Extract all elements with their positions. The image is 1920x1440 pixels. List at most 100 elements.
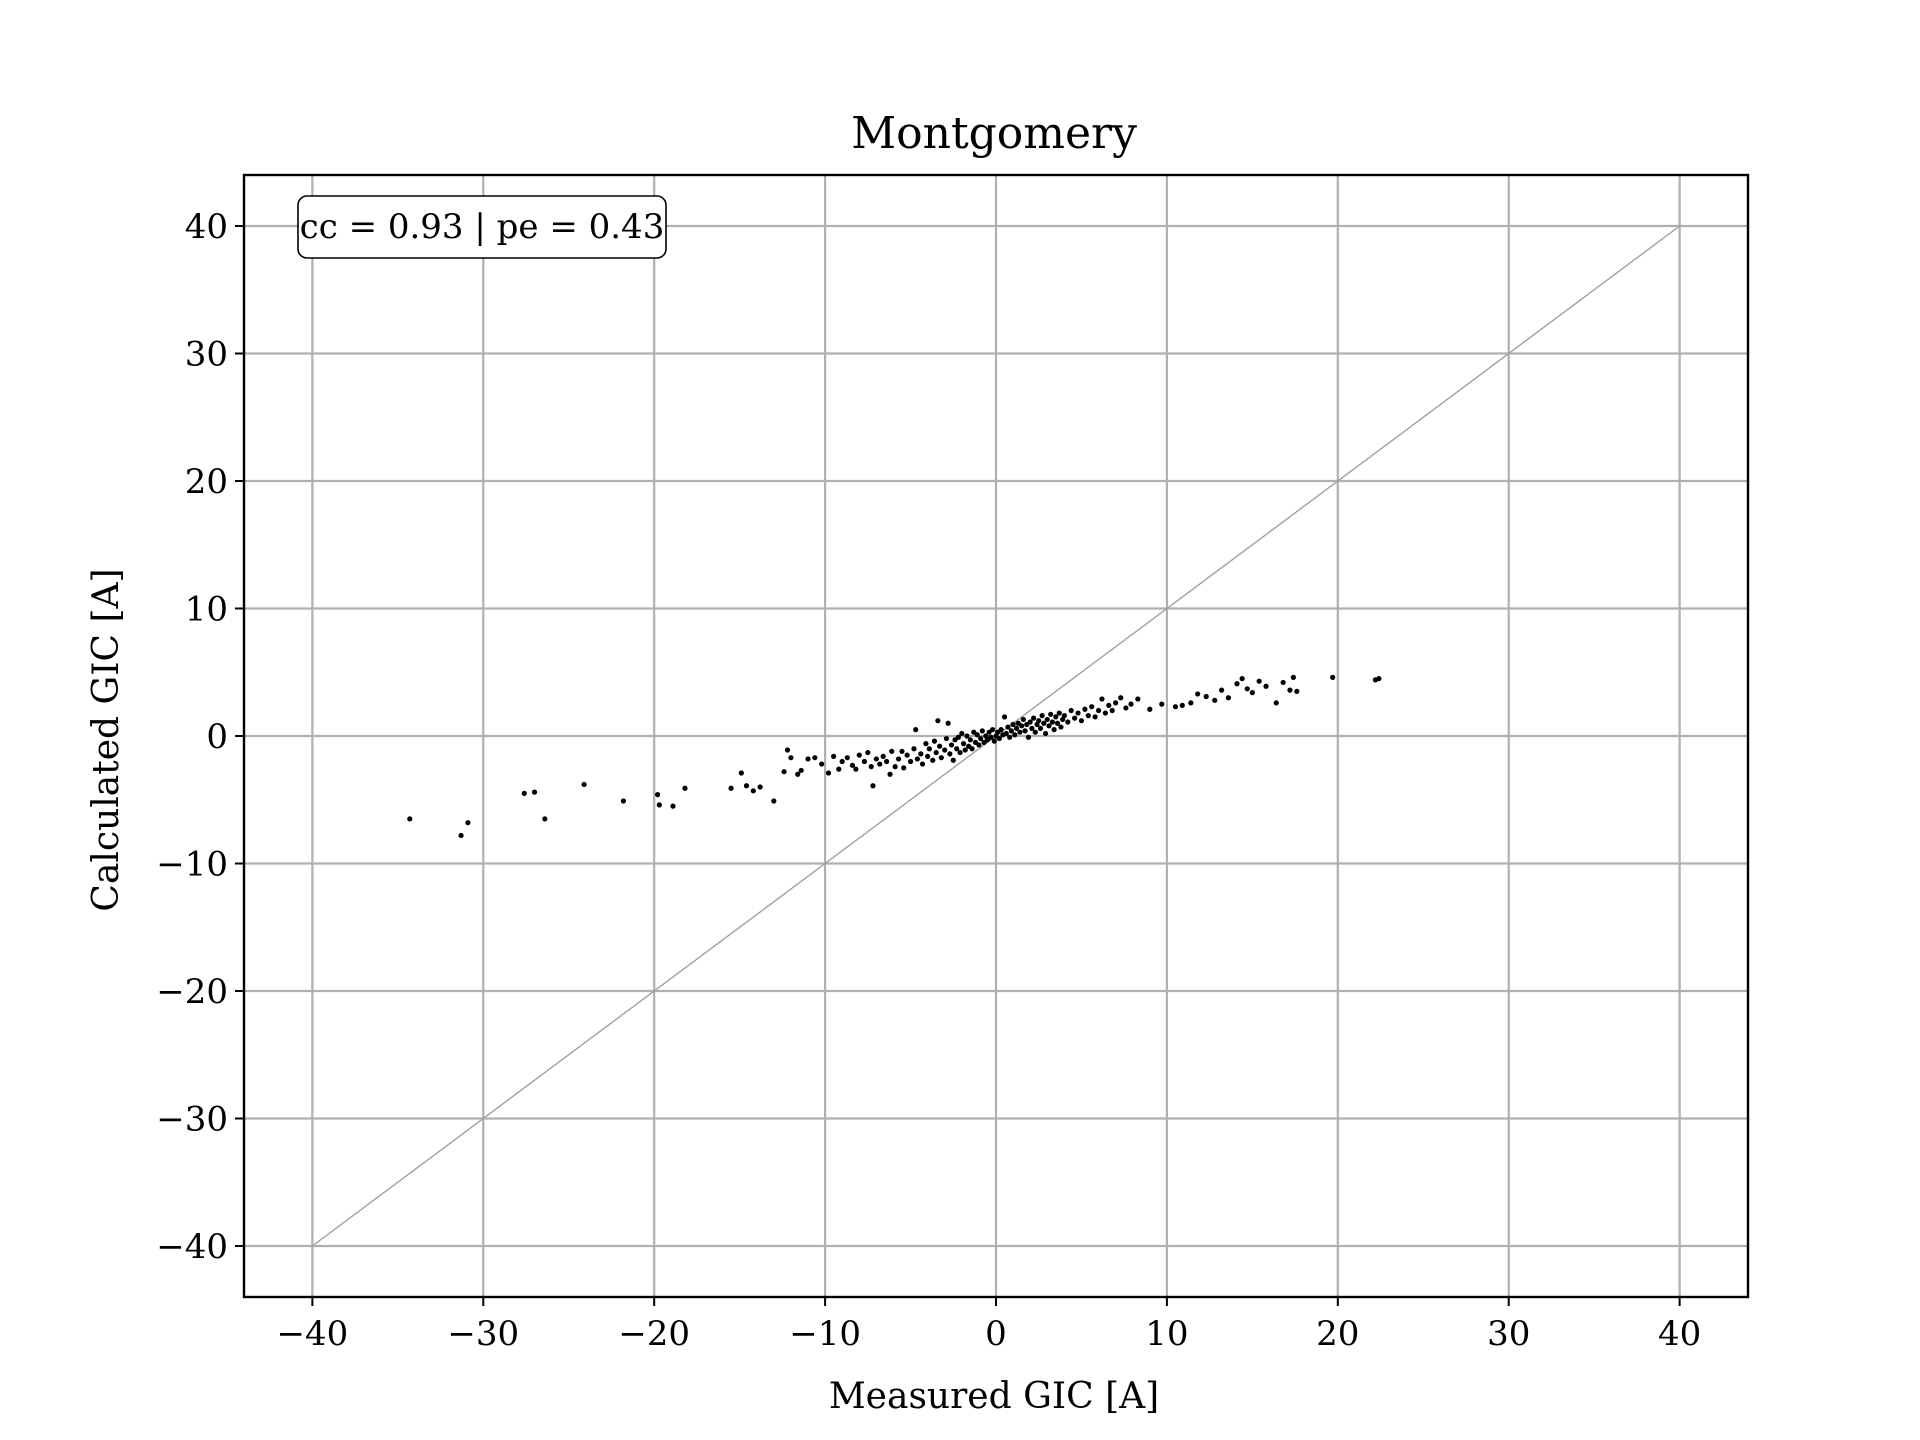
data-point <box>955 734 962 740</box>
data-point <box>964 733 970 739</box>
data-point <box>1109 707 1115 714</box>
data-point <box>743 783 750 789</box>
data-point <box>1019 723 1025 729</box>
data-point <box>531 789 538 795</box>
data-point <box>907 758 914 765</box>
data-point <box>1036 718 1042 724</box>
data-point <box>976 742 982 748</box>
data-point <box>913 727 919 733</box>
data-point <box>945 720 951 726</box>
data-point <box>542 816 548 822</box>
data-point <box>942 747 948 753</box>
data-point <box>1007 734 1013 740</box>
data-point <box>914 756 920 762</box>
data-point <box>407 816 413 822</box>
data-point <box>1010 721 1016 728</box>
data-point <box>978 735 984 742</box>
data-point <box>1029 725 1035 731</box>
data-point <box>1044 716 1050 723</box>
data-point <box>904 752 910 758</box>
x-tick-label: 40 <box>1658 1314 1701 1354</box>
data-point <box>1256 678 1262 684</box>
data-point <box>771 798 777 804</box>
data-point <box>836 766 842 772</box>
data-point <box>1041 720 1047 726</box>
data-point <box>950 757 956 763</box>
data-point <box>465 820 471 826</box>
x-tick-label: 20 <box>1316 1314 1359 1354</box>
data-point <box>1012 732 1018 738</box>
annotation-text: cc = 0.93 | pe = 0.43 <box>300 207 665 247</box>
data-point <box>1290 674 1296 680</box>
data-point <box>1072 715 1078 721</box>
data-point <box>943 735 950 742</box>
data-point <box>1376 676 1382 682</box>
data-point <box>870 783 876 789</box>
x-tick-label: 0 <box>985 1314 1007 1354</box>
data-point <box>620 798 627 804</box>
data-point <box>1051 727 1057 733</box>
data-point <box>991 738 997 744</box>
data-point <box>1287 687 1293 693</box>
data-point <box>1244 686 1250 692</box>
data-point <box>1188 700 1194 706</box>
data-point <box>788 755 794 761</box>
data-point <box>948 742 955 748</box>
data-point <box>926 746 932 752</box>
data-point <box>1020 716 1026 723</box>
data-point <box>884 758 890 765</box>
data-point <box>1008 728 1014 734</box>
data-point <box>1106 702 1112 709</box>
data-point <box>1013 725 1020 731</box>
data-point <box>1263 683 1269 689</box>
data-point <box>798 767 804 774</box>
data-point <box>930 757 936 763</box>
data-point <box>1054 720 1061 726</box>
x-tick-label: 30 <box>1487 1314 1530 1354</box>
data-point <box>682 785 688 791</box>
data-point <box>1048 711 1054 717</box>
data-point <box>1053 714 1059 720</box>
data-point <box>887 771 893 777</box>
y-tick-label: 40 <box>185 207 228 247</box>
data-point <box>1003 730 1009 737</box>
data-point <box>1085 713 1091 719</box>
data-point <box>521 790 527 796</box>
data-point <box>1234 681 1240 687</box>
data-point <box>1039 713 1045 719</box>
y-axis-label: Calculated GIC [A] <box>86 568 127 911</box>
data-point <box>959 730 965 737</box>
data-point <box>1239 676 1245 682</box>
data-point <box>839 758 845 765</box>
data-point <box>954 746 960 752</box>
data-point <box>849 762 856 768</box>
data-point <box>1330 674 1336 680</box>
x-tick-label: 10 <box>1145 1314 1188 1354</box>
data-point <box>947 751 953 757</box>
data-point <box>1118 695 1124 701</box>
data-point <box>1082 706 1088 712</box>
data-point <box>581 781 587 788</box>
data-point <box>1027 719 1033 725</box>
stats-annotation-box: cc = 0.93 | pe = 0.43 <box>297 195 667 259</box>
data-point <box>918 751 924 757</box>
data-point <box>861 758 868 765</box>
data-point <box>1195 691 1201 697</box>
data-point <box>1075 710 1081 716</box>
data-point <box>911 746 917 752</box>
data-point <box>1113 700 1119 706</box>
data-point <box>670 803 676 809</box>
data-point <box>998 727 1004 733</box>
data-point <box>1280 679 1286 686</box>
data-point <box>1095 707 1102 714</box>
data-point <box>1203 693 1209 700</box>
data-point <box>895 756 902 762</box>
data-point <box>1046 723 1052 729</box>
data-point <box>1005 724 1011 730</box>
data-point <box>935 718 941 724</box>
y-tick-label: −10 <box>156 845 228 885</box>
data-point <box>655 792 661 798</box>
data-point <box>738 770 744 776</box>
data-point <box>1099 696 1105 702</box>
